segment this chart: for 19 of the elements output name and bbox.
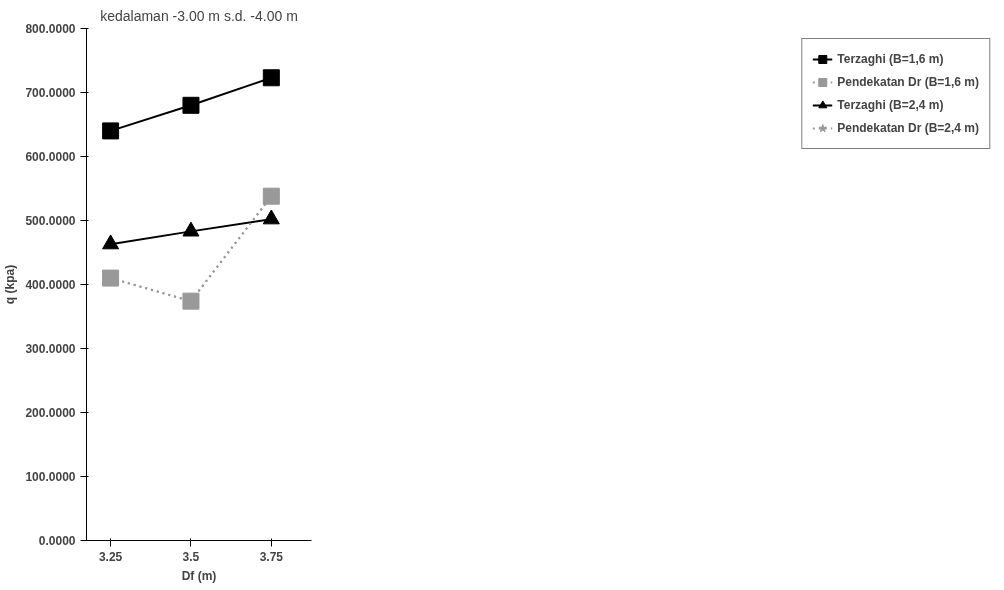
y-tick-label: 0.0000: [38, 534, 76, 548]
y-tick-label: 600.0000: [25, 150, 76, 164]
y-tick-label: 700.0000: [25, 86, 76, 100]
y-tick-label: 200.0000: [25, 406, 76, 420]
y-tick-label: 400.0000: [25, 278, 76, 292]
y-tick-label: 300.0000: [25, 342, 76, 356]
y-tick-label: 800.0000: [25, 22, 76, 36]
legend-label: Terzaghi (B=2,4 m): [837, 98, 944, 112]
chart-title: kedalaman -3.00 m s.d. -4.00 m: [100, 7, 298, 24]
y-tick-label: 500.0000: [25, 214, 76, 228]
x-axis-title: Df (m): [181, 568, 217, 583]
x-tick-label: 3.25: [98, 549, 123, 564]
legend-label: Pendekatan Dr (B=2,4 m): [837, 121, 979, 135]
legend-label: Pendekatan Dr (B=1,6 m): [837, 75, 979, 89]
legend-label: Terzaghi (B=1,6 m): [837, 52, 944, 66]
y-axis-title: q (kpa): [3, 264, 18, 305]
x-tick-label: 3.5: [182, 549, 200, 564]
x-tick-label: 3.75: [259, 549, 284, 564]
y-tick-label: 100.0000: [25, 470, 76, 484]
